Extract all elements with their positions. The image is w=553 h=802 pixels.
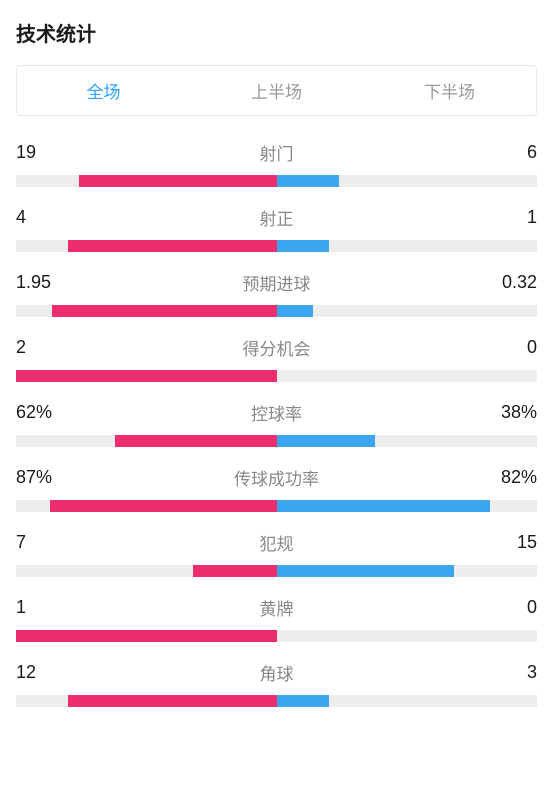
stat-label: 得分机会 bbox=[66, 335, 487, 360]
stat-value-right: 0 bbox=[487, 597, 537, 618]
stat-bar-fill-left bbox=[50, 500, 277, 512]
stat-bar-fill-right bbox=[277, 305, 313, 317]
stat-bar-left bbox=[16, 695, 277, 707]
stat-value-left: 87% bbox=[16, 467, 66, 488]
stat-bar bbox=[16, 175, 537, 187]
stat-row: 1.95预期进球0.32 bbox=[16, 270, 537, 317]
stat-bar-fill-right bbox=[277, 240, 329, 252]
tab-period-2[interactable]: 下半场 bbox=[363, 66, 536, 115]
stat-label: 射门 bbox=[66, 140, 487, 165]
stat-bar-fill-right bbox=[277, 500, 491, 512]
stat-label: 传球成功率 bbox=[66, 465, 487, 490]
stat-bar bbox=[16, 695, 537, 707]
page-title: 技术统计 bbox=[16, 18, 537, 47]
stat-value-right: 1 bbox=[487, 207, 537, 228]
stat-bar-left bbox=[16, 435, 277, 447]
stat-value-left: 1.95 bbox=[16, 272, 66, 293]
stat-bar bbox=[16, 240, 537, 252]
stat-bar-left bbox=[16, 500, 277, 512]
stat-label: 角球 bbox=[66, 660, 487, 685]
tab-period-0[interactable]: 全场 bbox=[17, 66, 190, 115]
stat-bar-right bbox=[277, 370, 538, 382]
stat-row: 1黄牌0 bbox=[16, 595, 537, 642]
stat-row: 19射门6 bbox=[16, 140, 537, 187]
stat-bar-fill-left bbox=[52, 305, 276, 317]
stat-value-left: 19 bbox=[16, 142, 66, 163]
stat-bar bbox=[16, 565, 537, 577]
stat-value-right: 0.32 bbox=[487, 272, 537, 293]
stats-list: 19射门64射正11.95预期进球0.322得分机会062%控球率38%87%传… bbox=[16, 140, 537, 707]
stat-header: 4射正1 bbox=[16, 205, 537, 230]
stat-bar-left bbox=[16, 630, 277, 642]
stat-bar-left bbox=[16, 175, 277, 187]
stat-bar-fill-right bbox=[277, 695, 329, 707]
stat-label: 射正 bbox=[66, 205, 487, 230]
stat-row: 62%控球率38% bbox=[16, 400, 537, 447]
stat-bar bbox=[16, 305, 537, 317]
stat-label: 预期进球 bbox=[66, 270, 487, 295]
stat-value-right: 15 bbox=[487, 532, 537, 553]
stat-bar bbox=[16, 435, 537, 447]
stat-value-right: 82% bbox=[487, 467, 537, 488]
stat-label: 犯规 bbox=[66, 530, 487, 555]
stat-bar-fill-right bbox=[277, 175, 340, 187]
stat-value-left: 4 bbox=[16, 207, 66, 228]
stat-value-right: 38% bbox=[487, 402, 537, 423]
stat-bar-fill-right bbox=[277, 435, 376, 447]
stat-bar-left bbox=[16, 240, 277, 252]
stat-bar-right bbox=[277, 630, 538, 642]
tab-period-1[interactable]: 上半场 bbox=[190, 66, 363, 115]
stat-bar-right bbox=[277, 240, 538, 252]
stat-bar-fill-left bbox=[16, 370, 277, 382]
stat-label: 控球率 bbox=[66, 400, 487, 425]
stat-row: 12角球3 bbox=[16, 660, 537, 707]
stat-bar-left bbox=[16, 305, 277, 317]
stat-row: 7犯规15 bbox=[16, 530, 537, 577]
stats-container: 技术统计 全场上半场下半场 19射门64射正11.95预期进球0.322得分机会… bbox=[0, 0, 553, 743]
stat-label: 黄牌 bbox=[66, 595, 487, 620]
stat-bar-fill-left bbox=[115, 435, 277, 447]
stat-header: 19射门6 bbox=[16, 140, 537, 165]
stat-bar-fill-left bbox=[193, 565, 276, 577]
stat-bar-fill-left bbox=[68, 695, 276, 707]
stat-value-left: 62% bbox=[16, 402, 66, 423]
stat-header: 12角球3 bbox=[16, 660, 537, 685]
period-tabs: 全场上半场下半场 bbox=[16, 65, 537, 116]
stat-bar bbox=[16, 500, 537, 512]
stat-header: 87%传球成功率82% bbox=[16, 465, 537, 490]
stat-bar-left bbox=[16, 565, 277, 577]
stat-value-right: 0 bbox=[487, 337, 537, 358]
stat-bar-right bbox=[277, 175, 538, 187]
stat-header: 7犯规15 bbox=[16, 530, 537, 555]
stat-bar-fill-left bbox=[68, 240, 276, 252]
stat-value-right: 6 bbox=[487, 142, 537, 163]
stat-header: 2得分机会0 bbox=[16, 335, 537, 360]
stat-header: 62%控球率38% bbox=[16, 400, 537, 425]
stat-bar-right bbox=[277, 305, 538, 317]
stat-bar-left bbox=[16, 370, 277, 382]
stat-bar bbox=[16, 630, 537, 642]
stat-bar-right bbox=[277, 500, 538, 512]
stat-value-left: 1 bbox=[16, 597, 66, 618]
stat-bar-right bbox=[277, 565, 538, 577]
stat-row: 87%传球成功率82% bbox=[16, 465, 537, 512]
stat-value-right: 3 bbox=[487, 662, 537, 683]
stat-header: 1黄牌0 bbox=[16, 595, 537, 620]
stat-bar-fill-right bbox=[277, 565, 454, 577]
stat-value-left: 12 bbox=[16, 662, 66, 683]
stat-value-left: 2 bbox=[16, 337, 66, 358]
stat-value-left: 7 bbox=[16, 532, 66, 553]
stat-bar-fill-left bbox=[16, 630, 277, 642]
stat-bar-fill-left bbox=[79, 175, 277, 187]
stat-row: 2得分机会0 bbox=[16, 335, 537, 382]
stat-bar-right bbox=[277, 695, 538, 707]
stat-bar-right bbox=[277, 435, 538, 447]
stat-header: 1.95预期进球0.32 bbox=[16, 270, 537, 295]
stat-bar bbox=[16, 370, 537, 382]
stat-row: 4射正1 bbox=[16, 205, 537, 252]
